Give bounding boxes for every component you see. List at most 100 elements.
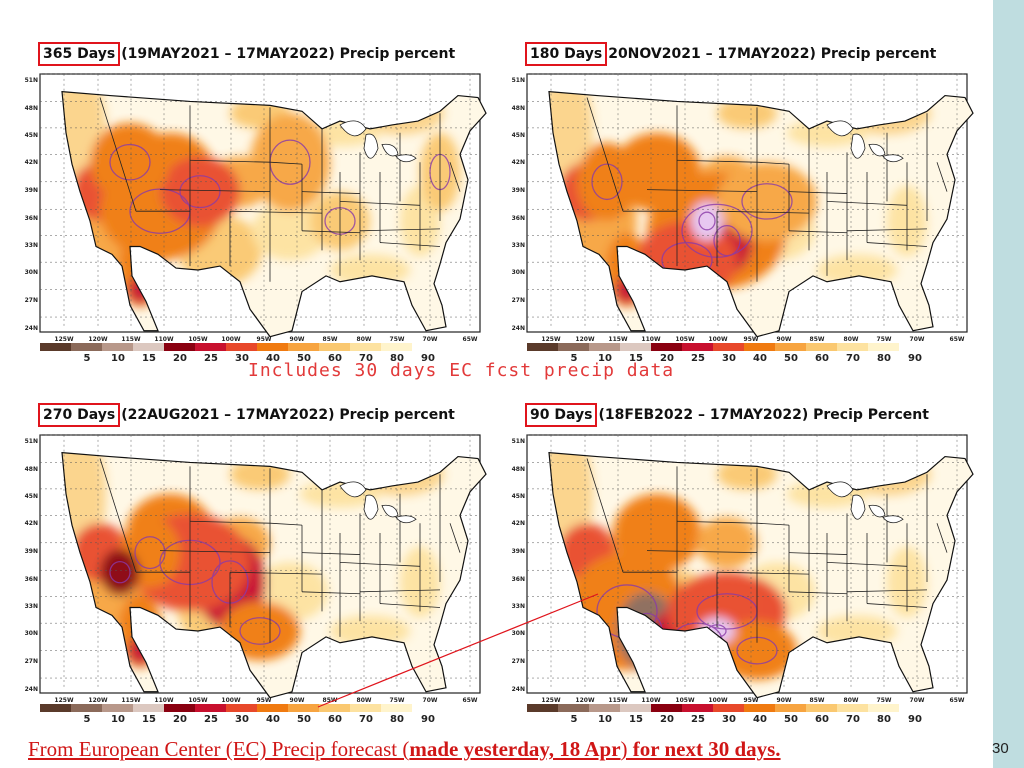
legend-swatch: [133, 704, 164, 712]
legend-swatch: [319, 343, 350, 351]
legend-label: 40: [753, 714, 767, 725]
legend-label: 70: [359, 353, 373, 364]
lon-tick-label: 65W: [950, 697, 965, 703]
lon-tick-label: 85W: [810, 336, 825, 342]
lon-tick-label: 100W: [221, 336, 241, 342]
legend-label: 50: [297, 714, 311, 725]
lon-tick-label: 125W: [54, 336, 74, 342]
legend-label: 25: [204, 353, 218, 364]
lon-tick-label: 110W: [641, 697, 661, 703]
lat-tick-label: 42N: [512, 520, 525, 527]
lon-tick-label: 65W: [950, 336, 965, 342]
legend-label: 5: [570, 353, 578, 364]
lon-tick-label: 115W: [121, 336, 141, 342]
legend-swatch: [868, 704, 899, 712]
legend-swatch: [589, 343, 620, 351]
lon-tick-label: 100W: [708, 336, 728, 342]
lat-tick-label: 33N: [25, 603, 38, 610]
days-highlight-box: 270 Days: [38, 403, 121, 427]
lat-tick-label: 24N: [512, 686, 525, 693]
lon-tick-label: 120W: [575, 697, 595, 703]
lat-tick-label: 42N: [25, 159, 38, 166]
legend-swatch: [319, 704, 350, 712]
legend-swatch: [71, 704, 102, 712]
legend-label: 25: [691, 714, 705, 725]
lat-tick-label: 33N: [512, 242, 525, 249]
legend-label: 15: [142, 714, 156, 725]
lat-tick-label: 45N: [25, 493, 38, 500]
legend-label: 50: [297, 353, 311, 364]
legend-swatch: [226, 343, 257, 351]
lon-tick-label: 100W: [221, 697, 241, 703]
legend-swatch: [527, 704, 558, 712]
legend-label: 60: [815, 714, 829, 725]
legend-label: 10: [598, 353, 612, 364]
legend-label: 90: [421, 353, 435, 364]
lat-tick-label: 30N: [512, 630, 525, 637]
legend-label: 80: [877, 353, 891, 364]
lat-tick-label: 30N: [25, 630, 38, 637]
lat-tick-label: 36N: [512, 576, 525, 583]
lon-tick-label: 115W: [608, 697, 628, 703]
lon-tick-label: 75W: [390, 336, 405, 342]
lat-tick-label: 27N: [512, 658, 525, 665]
date-range-label: (18FEB2022 – 17MAY2022) Precip Percent: [598, 407, 929, 423]
precip-map: 51N 48N 45N 42N 39N 36N 33N 30N 27N 24N 125W 120W 11…: [25, 73, 487, 342]
panel-180-days: 180 Days 20NOV2021 – 17MAY2022) Precip pe…: [505, 40, 975, 370]
legend-label: 30: [235, 714, 249, 725]
color-legend: 5 10 15 20 25 30 40 50 60 70 80 90: [527, 704, 922, 726]
panel-title: 90 Days (18FEB2022 – 17MAY2022) Precip Pe…: [525, 403, 929, 427]
legend-label: 90: [908, 714, 922, 725]
legend-label: 40: [753, 353, 767, 364]
legend-swatch: [288, 343, 319, 351]
lon-tick-label: 90W: [777, 336, 792, 342]
lon-tick-label: 70W: [423, 697, 438, 703]
precip-map: 51N 48N 45N 42N 39N 36N 33N 30N 27N 24N 125W 120W 11…: [512, 434, 974, 703]
panel-title: 365 Days (19MAY2021 – 17MAY2022) Precip p…: [38, 42, 455, 66]
lat-tick-label: 27N: [25, 297, 38, 304]
lon-tick-label: 110W: [641, 336, 661, 342]
legend-label: 20: [660, 353, 674, 364]
lon-tick-label: 115W: [121, 697, 141, 703]
legend-swatch: [775, 704, 806, 712]
lon-tick-label: 80W: [357, 336, 372, 342]
legend-swatch: [257, 343, 288, 351]
lat-tick-label: 48N: [25, 105, 38, 112]
legend-swatch: [620, 704, 651, 712]
lon-tick-label: 95W: [744, 336, 759, 342]
legend-label: 40: [266, 714, 280, 725]
lon-tick-label: 120W: [88, 336, 108, 342]
days-highlight-box: 90 Days: [525, 403, 598, 427]
legend-swatch: [682, 704, 713, 712]
color-legend: 5 10 15 20 25 30 40 50 60 70 80 90: [40, 343, 435, 365]
slide-side-bar: [993, 0, 1024, 768]
legend-swatch: [837, 704, 868, 712]
legend-swatch: [102, 343, 133, 351]
lon-tick-label: 110W: [154, 697, 174, 703]
footer-text-4: for next 30 days.: [627, 737, 781, 761]
lon-tick-label: 70W: [910, 336, 925, 342]
panel-365-days: 365 Days (19MAY2021 – 17MAY2022) Precip p…: [18, 40, 488, 370]
legend-label: 90: [908, 353, 922, 364]
legend-swatch: [775, 343, 806, 351]
legend-swatch: [350, 343, 381, 351]
legend-label: 70: [359, 714, 373, 725]
legend-label: 40: [266, 353, 280, 364]
legend-swatch: [133, 343, 164, 351]
lon-tick-label: 125W: [54, 697, 74, 703]
legend-swatch: [806, 343, 837, 351]
lon-tick-label: 125W: [541, 697, 561, 703]
legend-swatch: [288, 704, 319, 712]
legend-label: 15: [142, 353, 156, 364]
lat-tick-label: 30N: [512, 269, 525, 276]
lat-tick-label: 36N: [512, 215, 525, 222]
lat-tick-label: 51N: [512, 77, 525, 84]
legend-label: 10: [598, 714, 612, 725]
lat-tick-label: 42N: [25, 520, 38, 527]
lat-tick-label: 39N: [25, 187, 38, 194]
lat-tick-label: 39N: [25, 548, 38, 555]
legend-swatch: [806, 704, 837, 712]
date-range-label: (22AUG2021 – 17MAY2022) Precip percent: [121, 407, 455, 423]
lon-tick-label: 85W: [323, 697, 338, 703]
lat-tick-label: 48N: [512, 466, 525, 473]
